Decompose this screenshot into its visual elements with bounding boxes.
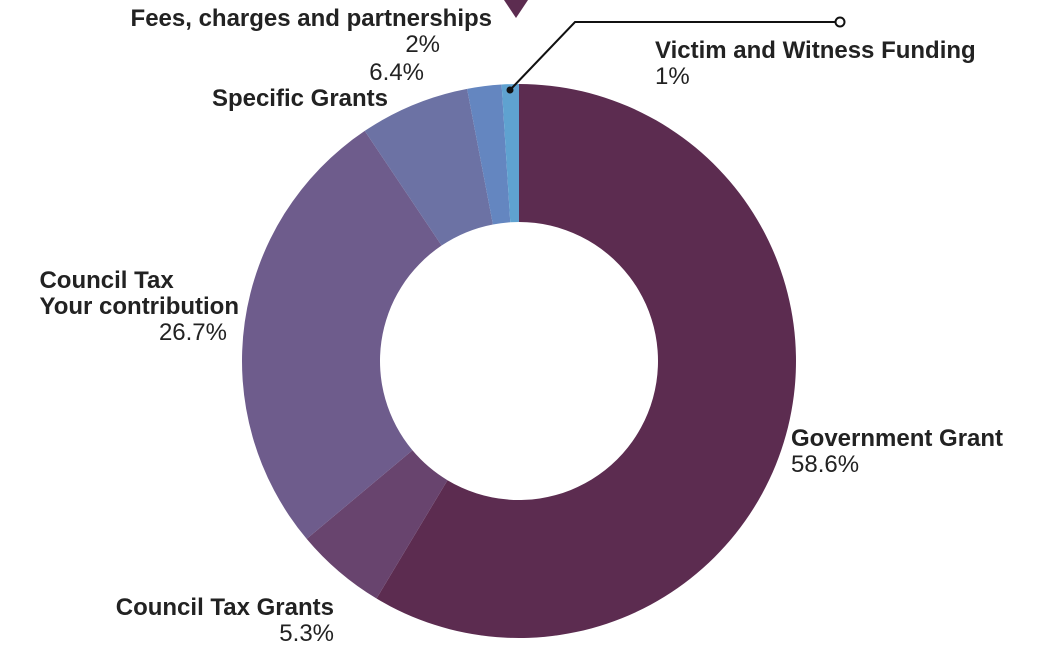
slice-label-specific: Specific Grants [211, 84, 388, 112]
slice-label-fees: Fees, charges and partnerships [130, 5, 492, 32]
label-victim-witness: Victim and Witness Funding 1% [655, 38, 976, 90]
slice-label-council-tax-line1: Council Tax [39, 267, 174, 294]
slice-value-council-tax-grants: 5.3% [279, 619, 334, 647]
slice-5 [501, 84, 519, 223]
donut-slices [241, 84, 796, 638]
slice-value-specific: 6.4% [369, 59, 424, 86]
arrow-marker-icon [504, 0, 528, 18]
slice-3 [364, 88, 493, 246]
label-council-tax: Council Tax Your contribution 26.7% [39, 268, 239, 346]
victim-witness-leader-line [509, 21, 840, 91]
label-fees-charges: Fees, charges and partnerships 2% [131, 6, 492, 58]
label-specific-grants: 6.4% Specific Grants [211, 60, 424, 112]
slice-1 [306, 450, 448, 599]
slice-value-council-tax: 26.7% [158, 318, 227, 346]
slice-value-government: 58.6% [791, 450, 860, 478]
slice-value-victim: 1% [655, 62, 690, 90]
slice-0 [376, 84, 796, 638]
leader-dot-start [506, 86, 514, 94]
slice-label-government: Government Grant [791, 425, 1004, 452]
slice-4 [467, 84, 511, 225]
label-government-grant: Government Grant 58.6% [791, 426, 1003, 478]
slice-value-fees: 2% [405, 30, 440, 58]
slice-label-council-tax-line2: Your contribution [39, 292, 239, 320]
slice-label-council-tax-grants: Council Tax Grants [115, 594, 334, 621]
slice-label-victim: Victim and Witness Funding [655, 37, 976, 64]
label-council-tax-grants: Council Tax Grants 5.3% [116, 595, 334, 647]
leader-dot-end [834, 16, 846, 28]
slice-2 [241, 130, 442, 539]
